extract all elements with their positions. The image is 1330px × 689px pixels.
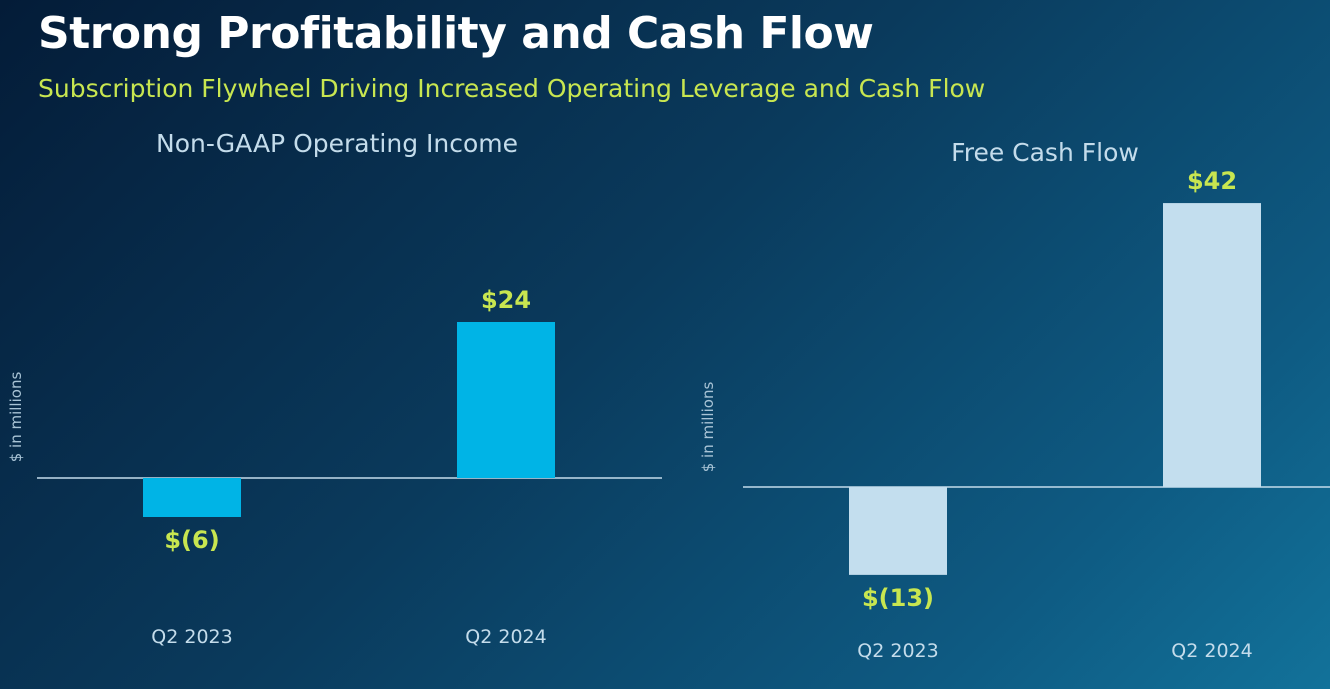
bar-q2-2024 (457, 322, 555, 478)
data-label-q2-2023: $(13) (862, 584, 934, 612)
x-tick-q2-2023: Q2 2023 (151, 626, 232, 648)
data-label-q2-2024: $24 (481, 286, 531, 314)
chart-title: Non-GAAP Operating Income (156, 129, 518, 158)
chart-operating-income: Non-GAAP Operating Income $ in millions … (7, 129, 662, 648)
data-label-q2-2023: $(6) (164, 526, 219, 554)
chart-free-cash-flow: Free Cash Flow $ in millions $(13) $42 Q… (699, 138, 1330, 662)
page-subtitle: Subscription Flywheel Driving Increased … (38, 74, 986, 103)
bar-q2-2024 (1163, 203, 1261, 487)
data-label-q2-2024: $42 (1187, 167, 1237, 195)
y-axis-label: $ in millions (7, 372, 25, 463)
x-tick-q2-2024: Q2 2024 (1171, 640, 1252, 662)
y-axis-label: $ in millions (699, 382, 717, 473)
bar-q2-2023 (849, 487, 947, 575)
x-tick-q2-2023: Q2 2023 (857, 640, 938, 662)
x-tick-q2-2024: Q2 2024 (465, 626, 546, 648)
bar-q2-2023 (143, 478, 241, 517)
chart-title: Free Cash Flow (951, 138, 1139, 167)
page-title: Strong Profitability and Cash Flow (38, 8, 874, 59)
